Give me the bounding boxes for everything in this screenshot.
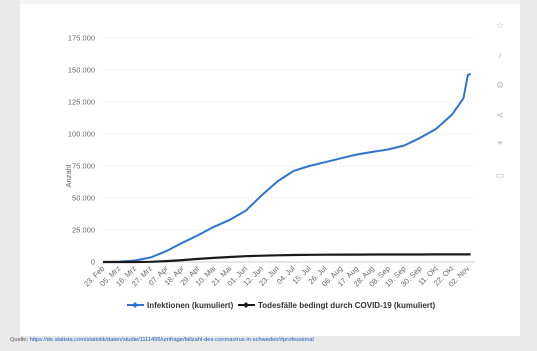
y-tick-label: 175.000 [68,34,95,43]
source-line: Quelle: https://de.statista.com/statisti… [10,337,530,343]
chart-panel [20,4,520,336]
y-tick-label: 25.000 [72,226,95,235]
gear-icon[interactable]: ⚙ [495,79,505,90]
legend-marker-icon [132,302,138,308]
legend[interactable]: Infektionen (kumuliert) Todesfälle beding… [127,301,436,310]
legend-label[interactable]: Todesfälle bedingt durch COVID-19 (kumul… [258,301,436,310]
y-axis-title: Anzahl [64,164,73,187]
legend-marker-icon [243,302,249,308]
y-tick-label: 0 [91,258,95,267]
y-tick-label: 100.000 [68,130,95,139]
bell-icon[interactable]: ♪ [497,49,503,60]
y-tick-label: 75.000 [72,162,95,171]
star-icon[interactable]: ☆ [495,19,505,30]
chart-toolbar: ☆ ♪ ⚙ ⋖ ❞ ▭ [487,14,513,202]
y-axis-ticks: 0 25.000 50.000 75.000 100.000 125.000 150.000… [68,34,95,267]
series-lines [102,72,472,264]
legend-label[interactable]: Infektionen (kumuliert) [147,301,234,310]
share-icon[interactable]: ⋖ [496,109,504,120]
print-icon[interactable]: ▭ [495,169,505,180]
source-prefix: Quelle: [10,337,30,343]
y-tick-label: 125.000 [68,98,95,107]
top-bar [20,0,520,6]
y-tick-label: 50.000 [72,194,95,203]
series-line-deaths [103,253,471,264]
grid-lines [103,37,475,263]
y-tick-label: 150.000 [68,66,95,75]
quote-icon[interactable]: ❞ [497,139,503,150]
series-line-infections [102,72,472,263]
source-link[interactable]: https://de.statista.com/statistik/daten/… [29,337,314,343]
